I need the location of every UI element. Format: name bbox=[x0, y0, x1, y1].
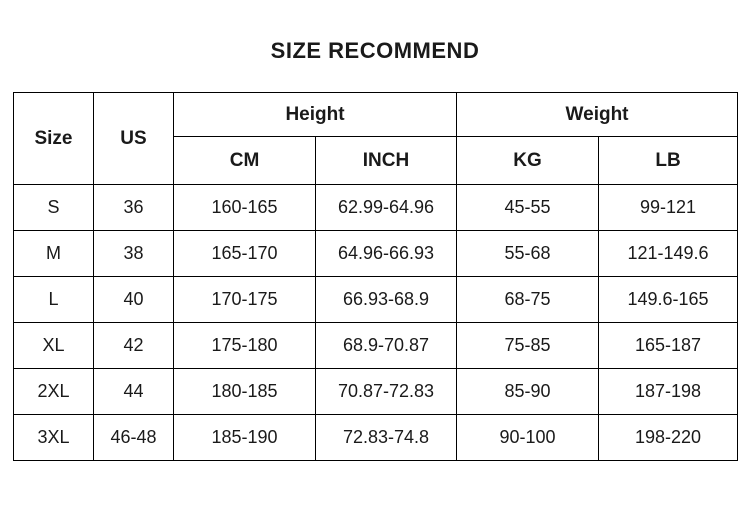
cell-size: 3XL bbox=[13, 414, 94, 461]
table-row: M 38 165-170 64.96-66.93 55-68 121-149.6 bbox=[13, 230, 739, 277]
table-row: 2XL 44 180-185 70.87-72.83 85-90 187-198 bbox=[13, 368, 739, 415]
table-row: L 40 170-175 66.93-68.9 68-75 149.6-165 bbox=[13, 276, 739, 323]
header-inch: INCH bbox=[314, 136, 458, 185]
cell-inch: 70.87-72.83 bbox=[314, 368, 458, 415]
cell-lb: 121-149.6 bbox=[598, 230, 739, 277]
cell-lb: 99-121 bbox=[598, 184, 739, 231]
table-row: XL 42 175-180 68.9-70.87 75-85 165-187 bbox=[13, 322, 739, 369]
cell-size: S bbox=[13, 184, 94, 231]
cell-kg: 90-100 bbox=[456, 414, 600, 461]
cell-inch: 66.93-68.9 bbox=[314, 276, 458, 323]
cell-cm: 165-170 bbox=[173, 230, 316, 277]
cell-kg: 75-85 bbox=[456, 322, 600, 369]
cell-size: M bbox=[13, 230, 94, 277]
cell-cm: 180-185 bbox=[173, 368, 316, 415]
cell-lb: 187-198 bbox=[598, 368, 739, 415]
cell-us: 42 bbox=[93, 322, 174, 369]
cell-cm: 185-190 bbox=[173, 414, 316, 461]
cell-size: XL bbox=[13, 322, 94, 369]
cell-cm: 170-175 bbox=[173, 276, 316, 323]
cell-us: 38 bbox=[93, 230, 174, 277]
cell-us: 46-48 bbox=[93, 414, 174, 461]
header-height: Height bbox=[172, 92, 458, 137]
cell-lb: 149.6-165 bbox=[598, 276, 739, 323]
header-lb: LB bbox=[598, 136, 739, 185]
header-us: US bbox=[93, 92, 174, 185]
cell-inch: 64.96-66.93 bbox=[314, 230, 458, 277]
cell-cm: 175-180 bbox=[173, 322, 316, 369]
header-unit-row: CM INCH KG LB bbox=[14, 136, 739, 185]
header-cm: CM bbox=[173, 136, 316, 185]
header-size: Size bbox=[13, 92, 94, 185]
size-table-body: S 36 160-165 62.99-64.96 45-55 99-121 M … bbox=[13, 184, 739, 461]
page-title: SIZE RECOMMEND bbox=[270, 38, 480, 63]
header-weight: Weight bbox=[456, 92, 739, 137]
cell-cm: 160-165 bbox=[173, 184, 316, 231]
size-table-header: Size US Height Weight CM INCH KG LB bbox=[13, 92, 739, 185]
cell-us: 44 bbox=[93, 368, 174, 415]
cell-lb: 165-187 bbox=[598, 322, 739, 369]
cell-kg: 45-55 bbox=[456, 184, 600, 231]
cell-kg: 55-68 bbox=[456, 230, 600, 277]
cell-size: L bbox=[13, 276, 94, 323]
header-kg: KG bbox=[456, 136, 600, 185]
table-row: S 36 160-165 62.99-64.96 45-55 99-121 bbox=[13, 184, 739, 231]
cell-inch: 68.9-70.87 bbox=[314, 322, 458, 369]
size-table: Size US Height Weight CM INCH KG LB S 36… bbox=[13, 92, 739, 461]
cell-kg: 85-90 bbox=[456, 368, 600, 415]
cell-inch: 62.99-64.96 bbox=[314, 184, 458, 231]
size-recommend-page: SIZE RECOMMEND Size US Height Weight CM … bbox=[0, 40, 750, 518]
cell-kg: 68-75 bbox=[456, 276, 600, 323]
cell-us: 40 bbox=[93, 276, 174, 323]
cell-lb: 198-220 bbox=[598, 414, 739, 461]
cell-size: 2XL bbox=[13, 368, 94, 415]
header-group-row: Size US Height Weight bbox=[13, 92, 739, 185]
table-row: 3XL 46-48 185-190 72.83-74.8 90-100 198-… bbox=[13, 414, 739, 461]
cell-us: 36 bbox=[93, 184, 174, 231]
cell-inch: 72.83-74.8 bbox=[314, 414, 458, 461]
